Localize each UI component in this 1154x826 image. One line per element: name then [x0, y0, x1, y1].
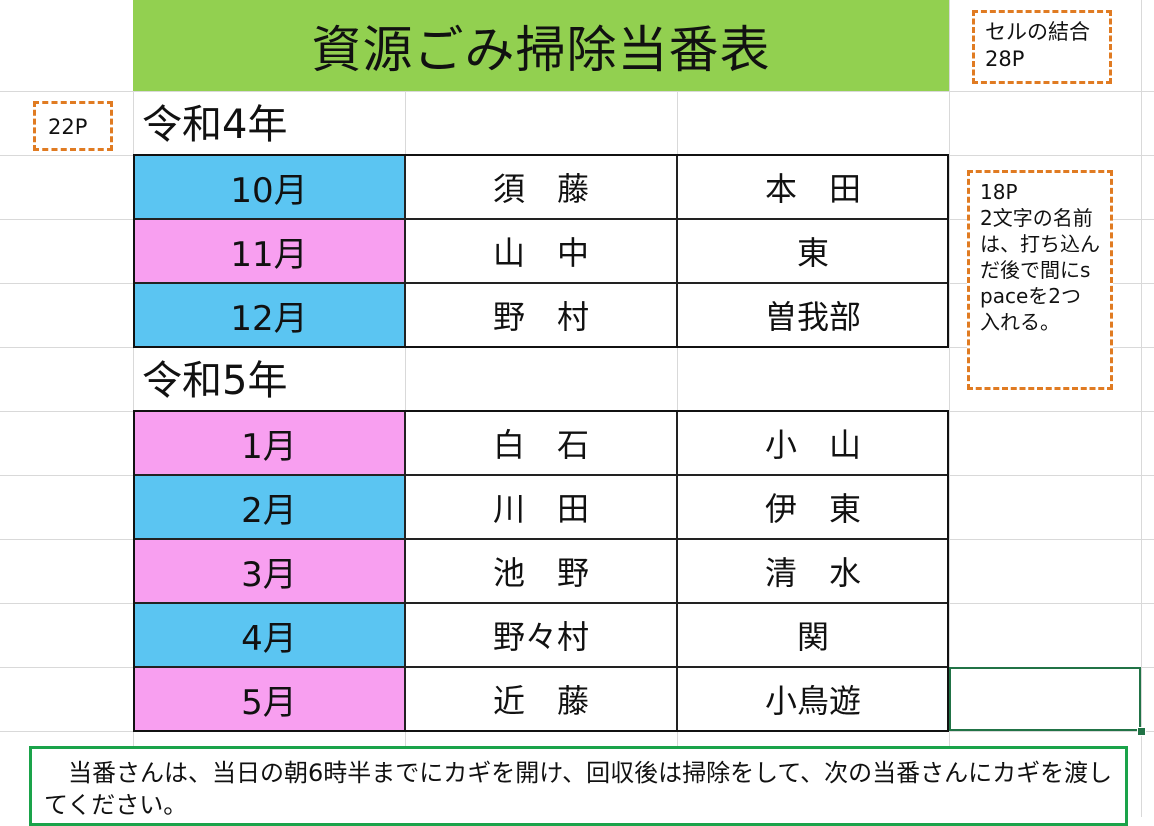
table-row: 1月白 石小 山 — [133, 411, 949, 475]
gridline — [0, 731, 1154, 732]
name-cell-1[interactable]: 池 野 — [405, 539, 677, 603]
table-row: 10月須 藤本 田 — [133, 155, 949, 219]
name-cell-1[interactable]: 川 田 — [405, 475, 677, 539]
year-label-r5[interactable]: 令和5年 — [142, 358, 288, 404]
month-cell[interactable]: 5月 — [133, 667, 405, 731]
name-cell-2[interactable]: 本 田 — [677, 155, 949, 219]
gridline — [1141, 0, 1142, 817]
table-row: 5月近 藤小鳥遊 — [133, 667, 949, 731]
fill-handle[interactable] — [1137, 727, 1146, 736]
name-cell-2[interactable]: 関 — [677, 603, 949, 667]
year-label-r4[interactable]: 令和4年 — [142, 102, 288, 148]
name-cell-1[interactable]: 野 村 — [405, 283, 677, 347]
name-cell-2[interactable]: 小鳥遊 — [677, 667, 949, 731]
month-cell[interactable]: 11月 — [133, 219, 405, 283]
name-cell-2[interactable]: 伊 東 — [677, 475, 949, 539]
name-cell-1[interactable]: 須 藤 — [405, 155, 677, 219]
table-row: 11月山 中東 — [133, 219, 949, 283]
month-cell[interactable]: 10月 — [133, 155, 405, 219]
month-cell[interactable]: 4月 — [133, 603, 405, 667]
gridline — [949, 0, 950, 817]
name-cell-1[interactable]: 白 石 — [405, 411, 677, 475]
month-cell[interactable]: 12月 — [133, 283, 405, 347]
table-row: 4月 野々村関 — [133, 603, 949, 667]
name-cell-2[interactable]: 曽我部 — [677, 283, 949, 347]
gridline — [677, 0, 678, 817]
table-row: 3月池 野清 水 — [133, 539, 949, 603]
note-22p[interactable]: 22P — [33, 101, 113, 151]
month-cell[interactable]: 1月 — [133, 411, 405, 475]
month-cell[interactable]: 2月 — [133, 475, 405, 539]
gridline — [133, 0, 134, 817]
name-cell-1[interactable]: 山 中 — [405, 219, 677, 283]
name-cell-2[interactable]: 小 山 — [677, 411, 949, 475]
table-row: 12月野 村曽我部 — [133, 283, 949, 347]
selected-cell[interactable] — [949, 667, 1141, 731]
footer-note[interactable]: 当番さんは、当日の朝6時半までにカギを開け、回収後は掃除をして、次の当番さんにカ… — [29, 746, 1128, 826]
name-cell-2[interactable]: 清 水 — [677, 539, 949, 603]
note-merge[interactable]: セルの結合 28P — [972, 10, 1112, 84]
name-cell-1[interactable]: 野々村 — [405, 603, 677, 667]
sheet-title[interactable]: 資源ごみ掃除当番表 — [133, 0, 949, 91]
month-cell[interactable]: 3月 — [133, 539, 405, 603]
name-cell-2[interactable]: 東 — [677, 219, 949, 283]
gridline — [0, 91, 1154, 92]
note-18p[interactable]: 18P 2文字の名前は、打ち込んだ後で間にspaceを2つ入れる。 — [967, 170, 1113, 390]
name-cell-1[interactable]: 近 藤 — [405, 667, 677, 731]
gridline — [405, 0, 406, 817]
table-row: 2月川 田伊 東 — [133, 475, 949, 539]
